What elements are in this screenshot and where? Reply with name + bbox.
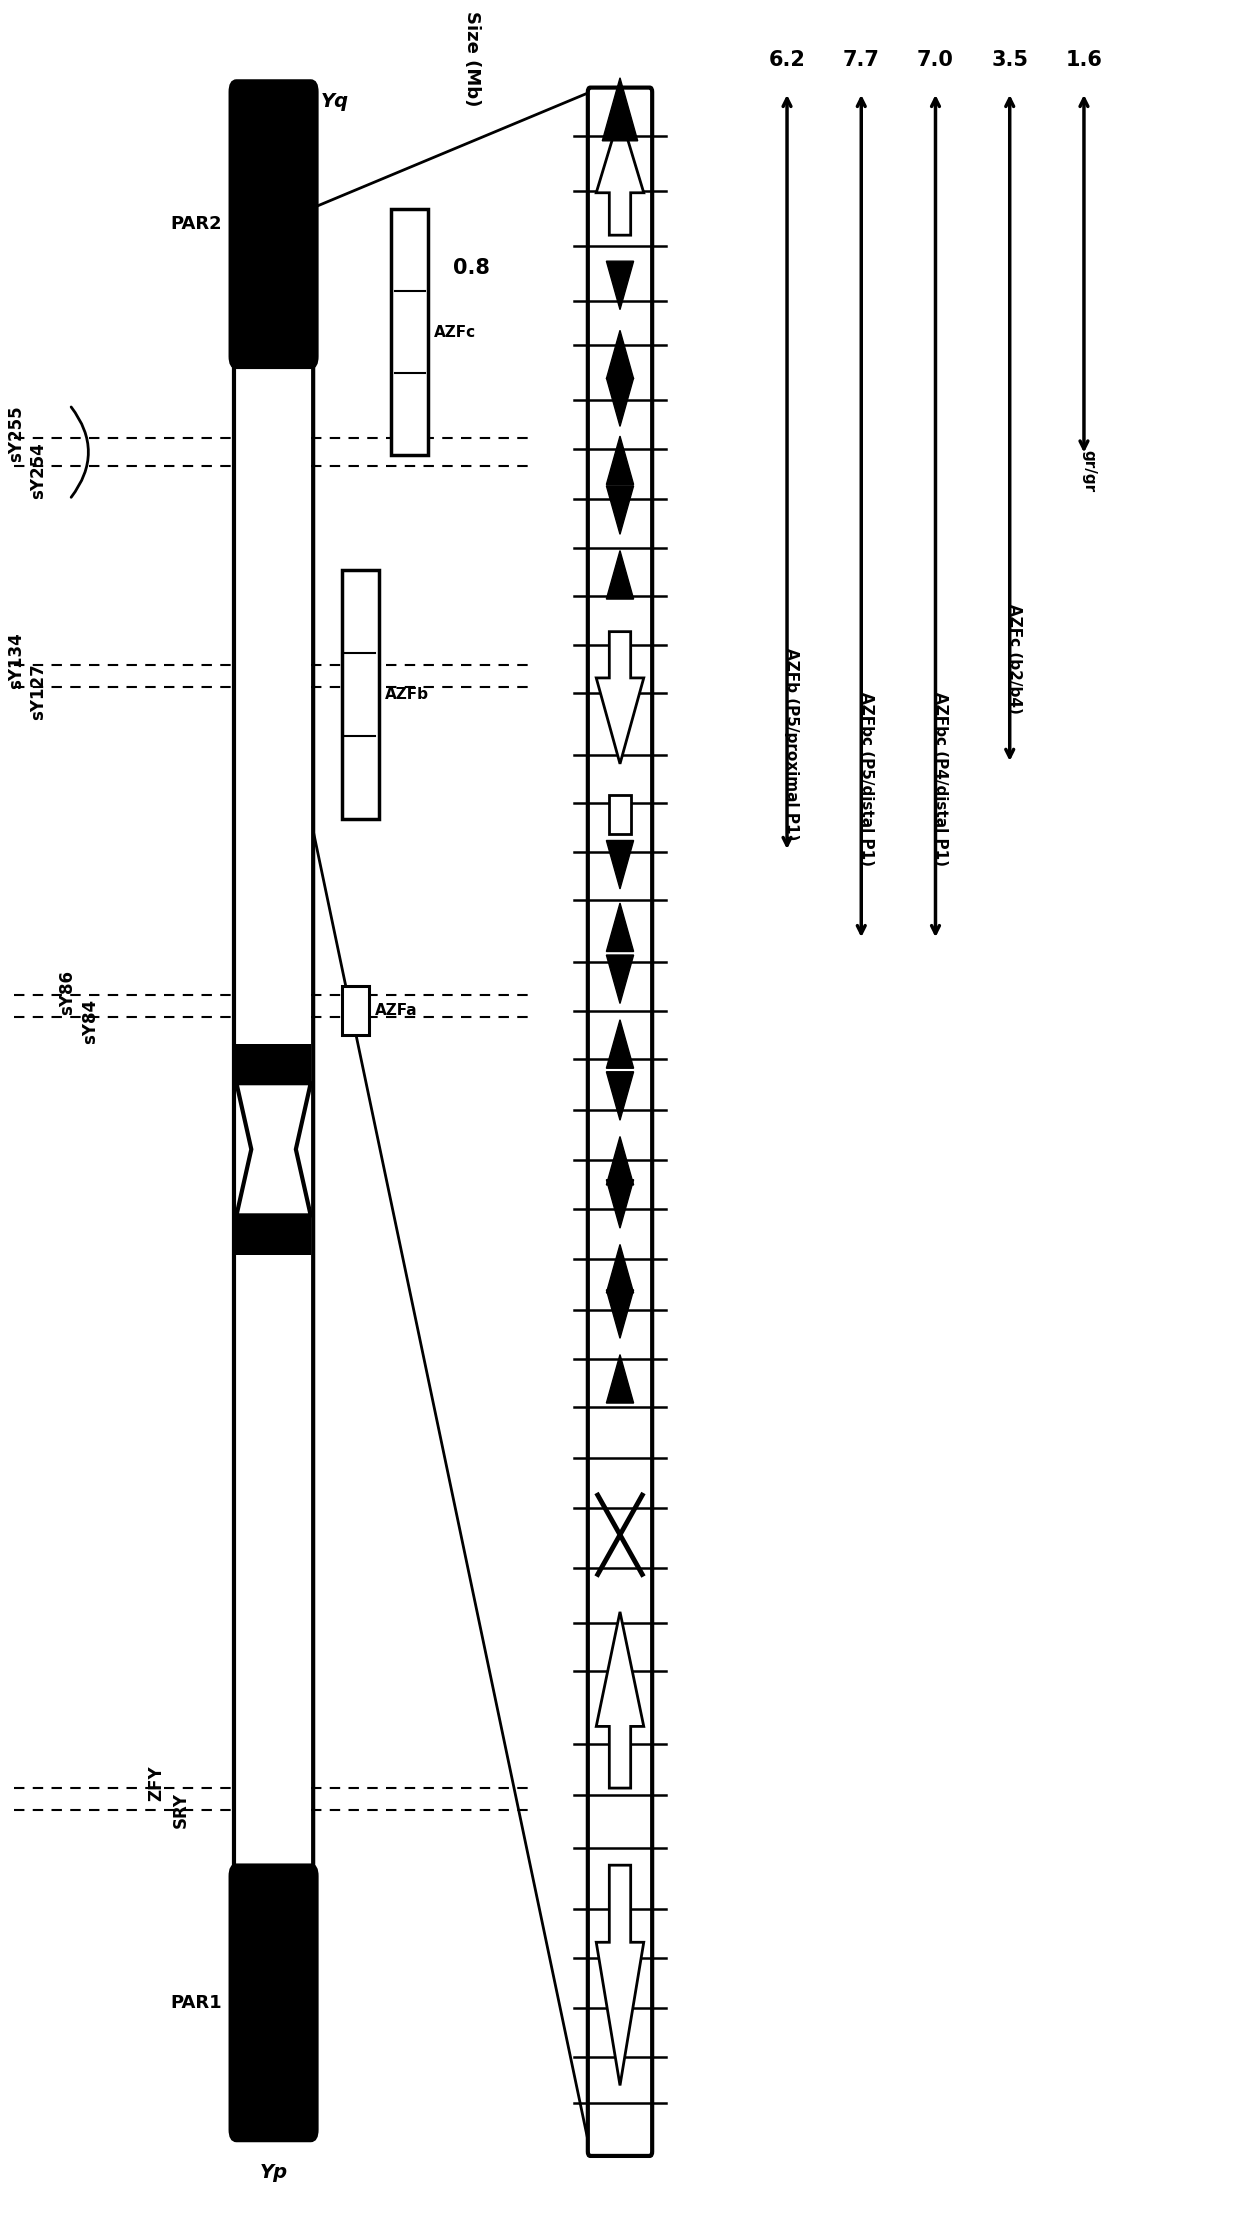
Polygon shape bbox=[606, 1354, 634, 1402]
Text: ZFY: ZFY bbox=[148, 1766, 165, 1802]
Polygon shape bbox=[606, 1136, 634, 1185]
Text: 0.8: 0.8 bbox=[453, 257, 490, 277]
Bar bbox=[609, 794, 631, 834]
Text: SRY: SRY bbox=[172, 1793, 190, 1828]
Text: sY86: sY86 bbox=[58, 970, 76, 1016]
Bar bbox=[237, 1043, 311, 1083]
Polygon shape bbox=[606, 377, 634, 426]
Polygon shape bbox=[606, 1072, 634, 1121]
Text: Yp: Yp bbox=[259, 2164, 288, 2181]
Polygon shape bbox=[596, 632, 644, 763]
Polygon shape bbox=[606, 1289, 634, 1338]
Text: AZFbc (P5/distal P1): AZFbc (P5/distal P1) bbox=[859, 692, 874, 865]
Polygon shape bbox=[596, 1866, 644, 2086]
Bar bbox=[342, 985, 368, 1034]
FancyBboxPatch shape bbox=[231, 1866, 317, 2141]
FancyBboxPatch shape bbox=[588, 87, 652, 2157]
Polygon shape bbox=[606, 954, 634, 1003]
Text: 7.0: 7.0 bbox=[918, 51, 954, 71]
Polygon shape bbox=[596, 1611, 644, 1789]
Polygon shape bbox=[603, 78, 637, 140]
Bar bbox=[391, 209, 428, 455]
FancyBboxPatch shape bbox=[234, 353, 314, 1879]
Text: gr/gr: gr/gr bbox=[1081, 450, 1096, 493]
Text: AZFa: AZFa bbox=[374, 1003, 418, 1019]
Bar bbox=[237, 1216, 311, 1256]
Polygon shape bbox=[606, 1245, 634, 1294]
Text: 7.7: 7.7 bbox=[843, 51, 879, 71]
Text: Size (Mb): Size (Mb) bbox=[463, 11, 481, 107]
Text: AZFb: AZFb bbox=[384, 688, 429, 701]
Polygon shape bbox=[606, 841, 634, 890]
Text: AZFc: AZFc bbox=[434, 324, 476, 340]
Polygon shape bbox=[596, 113, 644, 235]
Polygon shape bbox=[606, 550, 634, 599]
Polygon shape bbox=[237, 1083, 311, 1216]
Text: AZFbc (P4/distal P1): AZFbc (P4/distal P1) bbox=[932, 692, 947, 865]
Text: sY127: sY127 bbox=[30, 663, 47, 719]
Text: 3.5: 3.5 bbox=[991, 51, 1028, 71]
Polygon shape bbox=[606, 437, 634, 484]
Bar bbox=[342, 570, 378, 819]
Polygon shape bbox=[606, 1181, 634, 1227]
Text: PAR1: PAR1 bbox=[170, 1995, 222, 2013]
Text: AZFb (P5/proximal P1): AZFb (P5/proximal P1) bbox=[785, 648, 800, 841]
FancyBboxPatch shape bbox=[231, 80, 317, 368]
Text: PAR2: PAR2 bbox=[170, 215, 222, 233]
Text: sY255: sY255 bbox=[7, 406, 25, 462]
Text: sY84: sY84 bbox=[82, 999, 99, 1045]
Text: 1.6: 1.6 bbox=[1065, 51, 1102, 71]
Text: 6.2: 6.2 bbox=[769, 51, 806, 71]
Polygon shape bbox=[606, 1021, 634, 1067]
Polygon shape bbox=[606, 903, 634, 952]
Text: sY254: sY254 bbox=[30, 442, 47, 499]
Polygon shape bbox=[606, 331, 634, 379]
Polygon shape bbox=[606, 262, 634, 311]
Polygon shape bbox=[606, 486, 634, 535]
Text: Yq: Yq bbox=[321, 91, 348, 111]
Text: AZFc (b2/b4): AZFc (b2/b4) bbox=[1007, 604, 1022, 715]
Text: sY134: sY134 bbox=[7, 632, 25, 688]
